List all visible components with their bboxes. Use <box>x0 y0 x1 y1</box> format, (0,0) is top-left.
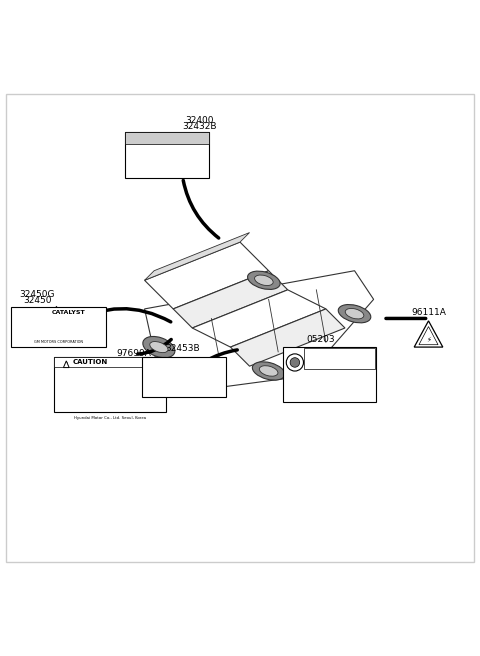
Text: GM MOTORS CORPORATION: GM MOTORS CORPORATION <box>34 340 83 344</box>
Text: 32450: 32450 <box>23 296 51 305</box>
Ellipse shape <box>254 275 273 285</box>
Bar <box>54 357 166 367</box>
Ellipse shape <box>338 304 371 323</box>
Text: 32400: 32400 <box>185 116 214 125</box>
Text: 05203: 05203 <box>307 335 336 344</box>
Ellipse shape <box>143 337 175 358</box>
Ellipse shape <box>150 342 168 353</box>
Polygon shape <box>192 290 326 347</box>
Polygon shape <box>144 271 373 395</box>
Ellipse shape <box>259 366 278 376</box>
Polygon shape <box>63 361 69 367</box>
Bar <box>11 306 107 347</box>
Polygon shape <box>419 327 438 344</box>
Ellipse shape <box>252 362 285 380</box>
Polygon shape <box>414 321 443 347</box>
Text: 32453B: 32453B <box>166 344 200 354</box>
Ellipse shape <box>248 271 280 289</box>
Text: 32432B: 32432B <box>182 122 216 131</box>
Text: Hyundai Motor Co., Ltd. Seoul, Korea: Hyundai Motor Co., Ltd. Seoul, Korea <box>74 417 146 420</box>
Text: CATALYST: CATALYST <box>51 310 85 315</box>
Polygon shape <box>144 233 250 280</box>
Circle shape <box>286 354 303 371</box>
Polygon shape <box>230 309 345 366</box>
Bar <box>125 133 209 144</box>
Circle shape <box>290 358 300 367</box>
Ellipse shape <box>345 308 364 319</box>
Text: !: ! <box>65 362 67 366</box>
Text: 97699A: 97699A <box>116 349 151 358</box>
Polygon shape <box>144 242 269 309</box>
Bar <box>283 347 376 402</box>
Text: 96111A: 96111A <box>411 308 446 317</box>
Bar <box>142 357 226 397</box>
Bar <box>125 133 209 178</box>
Text: ⚡: ⚡ <box>426 337 431 343</box>
Bar <box>304 348 374 369</box>
Text: CAUTION: CAUTION <box>73 359 108 365</box>
Bar <box>54 357 166 411</box>
Text: 32450G: 32450G <box>19 291 55 299</box>
Polygon shape <box>173 271 288 328</box>
